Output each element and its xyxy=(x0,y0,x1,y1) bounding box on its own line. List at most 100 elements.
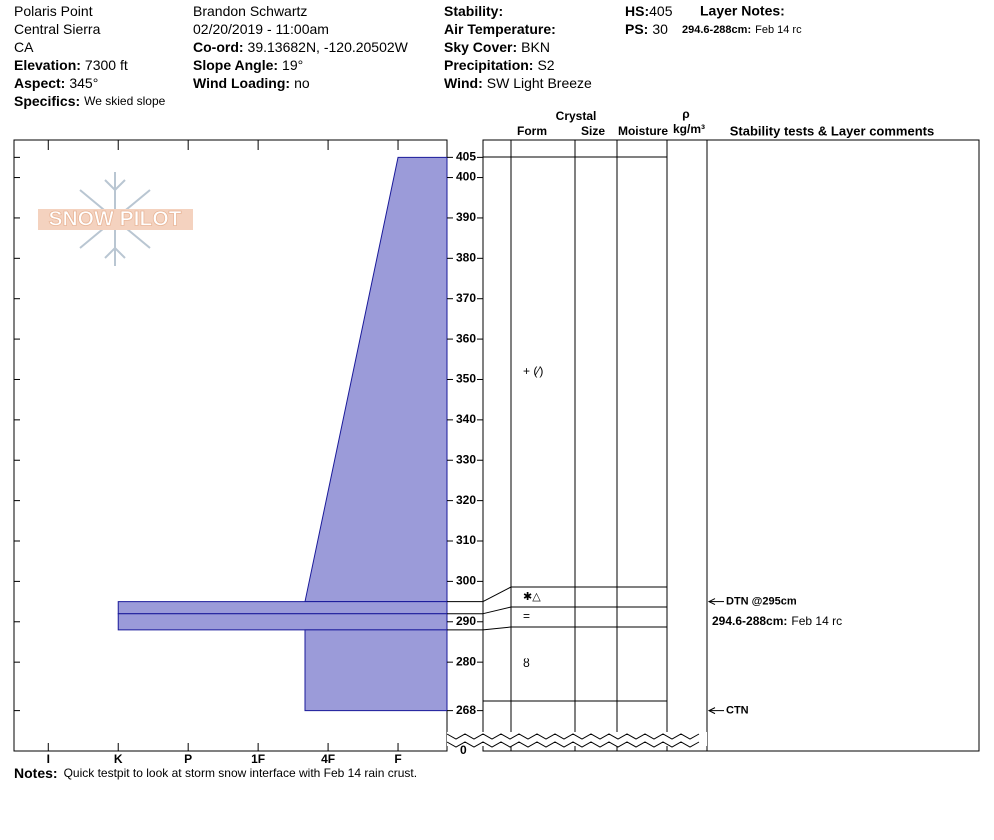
field-value: 39.13682N, -120.20502W xyxy=(248,39,409,55)
field-value: 30 xyxy=(652,21,668,37)
header-field: Polaris Point xyxy=(14,3,93,19)
header-field: Precipitation: S2 xyxy=(444,57,555,73)
field-label: Air Temperature: xyxy=(444,21,556,37)
break-label: 0 xyxy=(460,743,467,757)
notes: Notes: Quick testpit to look at storm sno… xyxy=(14,765,417,781)
layer-note-label: 294.6-288cm: xyxy=(682,24,751,36)
y-tick-label: 380 xyxy=(456,250,476,264)
header-field: PS: 30 xyxy=(625,21,668,37)
y-tick-label: 340 xyxy=(456,412,476,426)
y-tick-label: 330 xyxy=(456,452,476,466)
y-tick-label: 310 xyxy=(456,533,476,547)
column-header: ρ xyxy=(682,107,689,121)
layer-connector xyxy=(482,626,512,631)
header-field: Air Temperature: xyxy=(444,21,556,37)
layer-connector xyxy=(482,586,512,603)
header-field: Wind: SW Light Breeze xyxy=(444,75,592,91)
x-tick-label: 4F xyxy=(321,752,335,766)
notes-value: Quick testpit to look at storm snow inte… xyxy=(64,766,417,780)
field-value: 405 xyxy=(649,3,673,19)
header-field: Sky Cover: BKN xyxy=(444,39,550,55)
hardness-layer xyxy=(304,156,448,603)
header-field: Stability: xyxy=(444,3,503,19)
y-tick-label: 268 xyxy=(456,703,476,717)
header-field: Slope Angle: 19° xyxy=(193,57,303,73)
header-field: 02/20/2019 - 11:00am xyxy=(193,21,329,37)
field-label: Precipitation: xyxy=(444,57,533,73)
column-dividers xyxy=(510,140,708,751)
notes-label: Notes: xyxy=(14,765,58,781)
field-label: Sky Cover: xyxy=(444,39,517,55)
layer-comment-label: 294.6-288cm: xyxy=(712,614,787,628)
header-field: HS:405 xyxy=(625,3,673,19)
field-value: no xyxy=(294,75,310,91)
column-header: Form xyxy=(517,124,547,138)
field-value: We skied slope xyxy=(84,94,165,108)
dynamic-content: Polaris Point Central Sierra CA Elevation: 7… xyxy=(14,3,842,781)
hardness-layer xyxy=(117,601,448,615)
y-tick-label: 290 xyxy=(456,614,476,628)
x-tick-label: F xyxy=(394,752,401,766)
layer-notes-label: Layer Notes: xyxy=(700,3,785,19)
header-field: Elevation: 7300 ft xyxy=(14,57,128,73)
field-label: Aspect: xyxy=(14,75,65,91)
y-tick-label: 280 xyxy=(456,654,476,668)
y-tick-label: 400 xyxy=(456,170,476,184)
axis-break xyxy=(446,741,700,748)
column-header: kg/m³ xyxy=(673,122,705,136)
field-label: Stability: xyxy=(444,3,503,19)
field-label: Co-ord: xyxy=(193,39,244,55)
field-value: BKN xyxy=(521,39,550,55)
header-field: Aspect: 345° xyxy=(14,75,98,91)
field-value: 345° xyxy=(69,75,98,91)
field-value: S2 xyxy=(537,57,554,73)
field-value: 02/20/2019 - 11:00am xyxy=(193,21,329,37)
grain-form: ȣ xyxy=(523,656,530,670)
field-value: Central Sierra xyxy=(14,21,101,37)
field-label: PS: xyxy=(625,21,648,37)
logo-text: SNOW PILOT xyxy=(49,208,182,231)
field-value: SW Light Breeze xyxy=(487,75,592,91)
test-arrowhead xyxy=(707,598,716,606)
field-label: Wind Loading: xyxy=(193,75,290,91)
field-value: Brandon Schwartz xyxy=(193,3,307,19)
field-label: Wind: xyxy=(444,75,483,91)
layer-comment-value: Feb 14 rc xyxy=(791,614,842,628)
y-tick-label: 350 xyxy=(456,372,476,386)
column-header: Stability tests & Layer comments xyxy=(730,123,934,138)
header-field: Central Sierra xyxy=(14,21,101,37)
field-value: CA xyxy=(14,39,34,55)
field-value: 7300 ft xyxy=(85,57,128,73)
field-label: Elevation: xyxy=(14,57,81,73)
y-tick-label: 390 xyxy=(456,210,476,224)
y-tick-label: 320 xyxy=(456,493,476,507)
column-header: Moisture xyxy=(618,124,668,138)
header-field: Co-ord: 39.13682N, -120.20502W xyxy=(193,39,409,55)
field-value: 19° xyxy=(282,57,303,73)
x-tick-label: 1F xyxy=(251,752,265,766)
layer-note-value: Feb 14 rc xyxy=(755,24,802,36)
grain-form: + (⁄) xyxy=(523,364,543,378)
y-tick-label: 370 xyxy=(456,291,476,305)
hardness-layer xyxy=(117,613,448,631)
field-label: Slope Angle: xyxy=(193,57,278,73)
header-field: Wind Loading: no xyxy=(193,75,310,91)
field-value: Polaris Point xyxy=(14,3,93,19)
stability-test: CTN xyxy=(726,705,749,717)
x-tick-label: I xyxy=(47,752,50,766)
hardness-layer xyxy=(304,629,448,712)
y-tick-label: 300 xyxy=(456,574,476,588)
x-tick-label: P xyxy=(184,752,192,766)
column-header: Size xyxy=(581,124,605,138)
layers-frame xyxy=(482,139,980,752)
y-tick-label: 405 xyxy=(456,150,476,164)
header-field: Brandon Schwartz xyxy=(193,3,307,19)
stability-test: DTN @295cm xyxy=(726,595,797,607)
grain-form: ✱△ xyxy=(523,591,541,603)
field-label: Specifics: xyxy=(14,93,80,109)
header-field: Specifics: We skied slope xyxy=(14,93,166,109)
test-arrowhead xyxy=(707,707,716,715)
column-header: Crystal xyxy=(556,109,597,123)
